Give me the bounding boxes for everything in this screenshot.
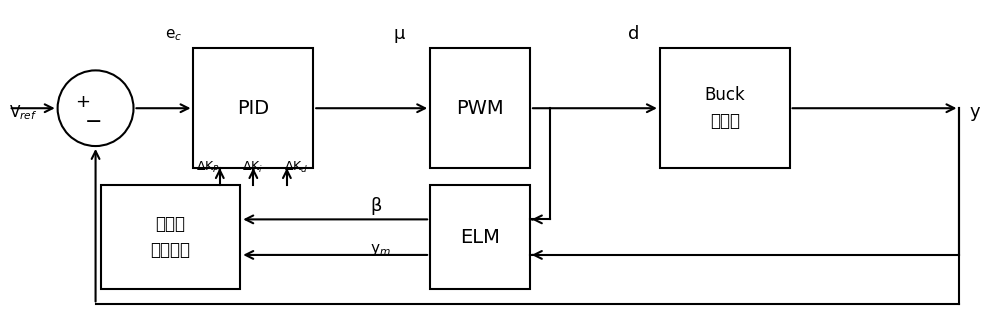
Text: e$_c$: e$_c$ [165, 27, 183, 43]
Text: −: − [85, 112, 102, 132]
Text: μ: μ [394, 24, 405, 43]
Text: PWM: PWM [456, 99, 504, 118]
Text: y: y [969, 103, 980, 121]
Text: V$_{ref}$: V$_{ref}$ [9, 103, 37, 121]
Text: PID: PID [237, 99, 269, 118]
Text: ΔK$_d$: ΔK$_d$ [284, 160, 309, 175]
Circle shape [58, 70, 134, 146]
Text: +: + [75, 93, 90, 111]
Text: Buck
变换器: Buck 变换器 [704, 86, 745, 130]
Text: β: β [370, 197, 382, 215]
Text: y$_m$: y$_m$ [370, 242, 391, 258]
Text: d: d [628, 24, 640, 43]
Text: 自适应
调节算法: 自适应 调节算法 [150, 215, 190, 259]
Text: ΔK$_P$: ΔK$_P$ [196, 160, 220, 175]
Text: ELM: ELM [460, 228, 500, 247]
Bar [101, 185, 240, 289]
Text: ΔK$_i$: ΔK$_i$ [242, 160, 263, 175]
Bar [660, 48, 790, 168]
Bar [193, 48, 313, 168]
Bar [430, 185, 530, 289]
Bar [430, 48, 530, 168]
